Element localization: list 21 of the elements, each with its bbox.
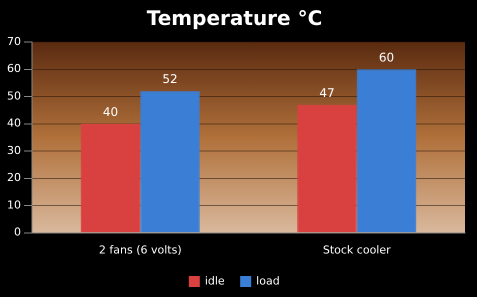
bar	[80, 124, 140, 232]
x-tick-label: Stock cooler	[322, 243, 392, 256]
y-tick-label: 10	[6, 198, 21, 212]
data-label: 40	[102, 104, 118, 119]
chart-title: Temperature °C	[146, 6, 322, 30]
legend-label: load	[256, 274, 280, 288]
y-tick-label: 60	[6, 62, 21, 76]
y-tick-label: 50	[6, 89, 21, 102]
bar	[356, 69, 416, 232]
bar	[297, 104, 357, 232]
y-tick-label: 40	[6, 116, 21, 130]
data-label: 60	[378, 50, 394, 64]
bar	[140, 91, 200, 232]
data-label: 47	[319, 86, 335, 100]
y-tick-label: 20	[6, 171, 21, 184]
x-tick-label: 2 fans (6 volts)	[98, 243, 182, 256]
y-tick-label: 0	[14, 226, 21, 239]
y-tick-label: 30	[6, 144, 21, 157]
y-tick-label: 70	[6, 34, 21, 48]
legend-label: idle	[204, 274, 225, 288]
data-label: 52	[162, 72, 178, 86]
